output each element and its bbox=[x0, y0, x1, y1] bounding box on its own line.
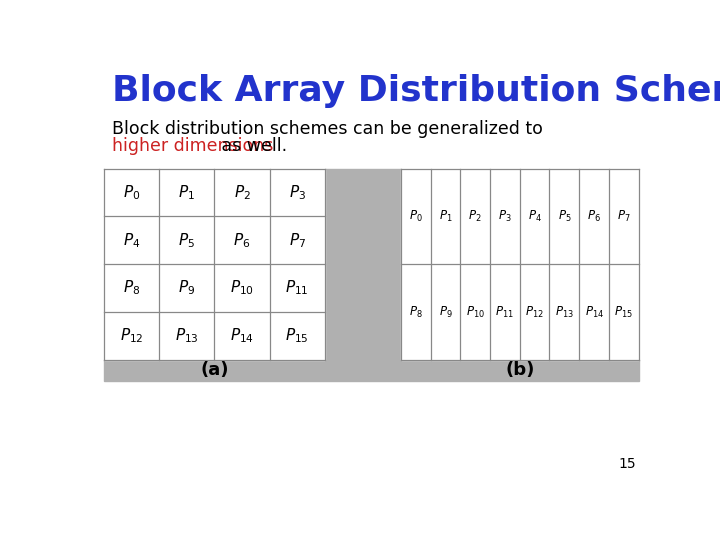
Text: 15: 15 bbox=[618, 457, 636, 471]
Text: $P_{11}$: $P_{11}$ bbox=[495, 305, 514, 320]
Text: $P_{3}$: $P_{3}$ bbox=[289, 183, 306, 202]
Text: $P_{2}$: $P_{2}$ bbox=[469, 209, 482, 224]
Text: $P_{15}$: $P_{15}$ bbox=[614, 305, 633, 320]
Text: $P_{9}$: $P_{9}$ bbox=[178, 279, 195, 298]
Text: Block Array Distribution Schemes: Block Array Distribution Schemes bbox=[112, 74, 720, 108]
Text: $P_{10}$: $P_{10}$ bbox=[230, 279, 254, 298]
Text: Block distribution schemes can be generalized to: Block distribution schemes can be genera… bbox=[112, 120, 543, 138]
Bar bbox=[325, 168, 401, 360]
Text: $P_{14}$: $P_{14}$ bbox=[230, 327, 254, 345]
Text: $P_{6}$: $P_{6}$ bbox=[588, 209, 601, 224]
Text: $P_{2}$: $P_{2}$ bbox=[233, 183, 251, 202]
Text: $P_{13}$: $P_{13}$ bbox=[555, 305, 574, 320]
Text: $P_{4}$: $P_{4}$ bbox=[123, 231, 140, 249]
Text: $P_{7}$: $P_{7}$ bbox=[617, 209, 631, 224]
Text: $P_{6}$: $P_{6}$ bbox=[233, 231, 251, 249]
Text: $P_{0}$: $P_{0}$ bbox=[409, 209, 423, 224]
Text: $P_{9}$: $P_{9}$ bbox=[438, 305, 452, 320]
Text: $P_{5}$: $P_{5}$ bbox=[179, 231, 195, 249]
Text: $P_{1}$: $P_{1}$ bbox=[438, 209, 452, 224]
Text: $P_{8}$: $P_{8}$ bbox=[123, 279, 140, 298]
Bar bbox=[104, 168, 325, 360]
Text: $P_{11}$: $P_{11}$ bbox=[285, 279, 309, 298]
Text: $P_{5}$: $P_{5}$ bbox=[557, 209, 571, 224]
Text: higher dimensions: higher dimensions bbox=[112, 137, 273, 155]
Text: $P_{1}$: $P_{1}$ bbox=[179, 183, 195, 202]
Text: $P_{0}$: $P_{0}$ bbox=[123, 183, 140, 202]
Text: $P_{14}$: $P_{14}$ bbox=[585, 305, 603, 320]
Text: (b): (b) bbox=[505, 361, 534, 380]
Text: $P_{4}$: $P_{4}$ bbox=[528, 209, 541, 224]
Text: $P_{10}$: $P_{10}$ bbox=[466, 305, 485, 320]
Text: $P_{3}$: $P_{3}$ bbox=[498, 209, 512, 224]
Text: $P_{12}$: $P_{12}$ bbox=[525, 305, 544, 320]
Text: as well.: as well. bbox=[215, 137, 287, 155]
Text: (a): (a) bbox=[200, 361, 229, 380]
Text: $P_{15}$: $P_{15}$ bbox=[285, 327, 309, 345]
Text: $P_{7}$: $P_{7}$ bbox=[289, 231, 306, 249]
Text: $P_{13}$: $P_{13}$ bbox=[175, 327, 199, 345]
Bar bbox=[401, 168, 639, 360]
Bar bbox=[104, 360, 639, 381]
Text: $P_{12}$: $P_{12}$ bbox=[120, 327, 143, 345]
Text: $P_{8}$: $P_{8}$ bbox=[409, 305, 423, 320]
